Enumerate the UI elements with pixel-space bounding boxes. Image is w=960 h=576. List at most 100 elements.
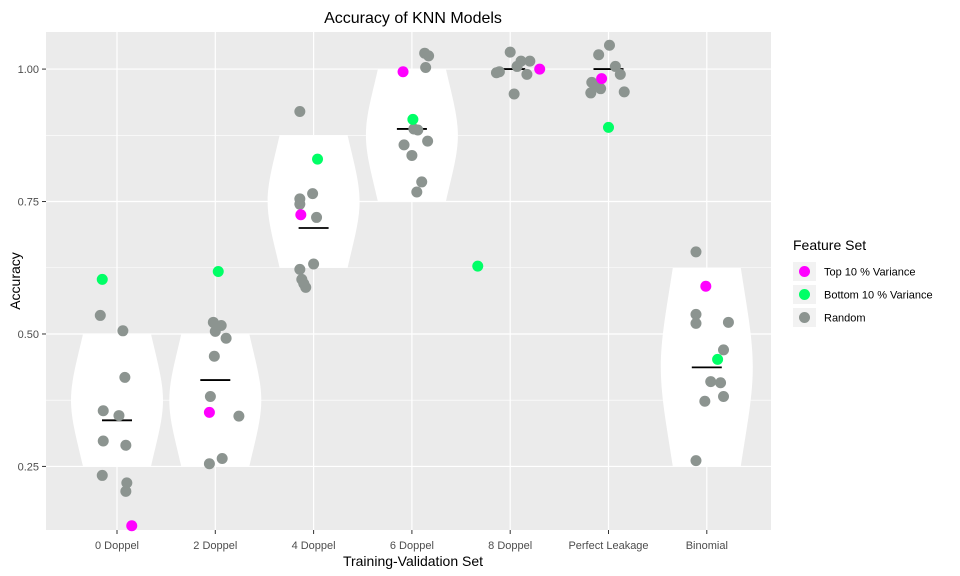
data-point [699,395,711,407]
violin-shape [71,333,163,467]
data-point [96,273,108,285]
x-tick-label: 0 Doppel [95,540,139,552]
data-point [722,316,734,328]
data-point [700,280,712,292]
legend-label: Random [824,313,866,325]
data-point [422,135,434,147]
legend-label: Bottom 10 % Variance [824,290,933,302]
data-point [511,60,523,72]
x-axis-title: Training-Validation Set [343,553,483,569]
x-tick-label: 6 Doppel [390,540,434,552]
data-point [398,139,410,151]
legend-label: Top 10 % Variance [824,267,916,279]
y-axis: 0.25 0.50 0.75 1.00 [18,64,46,473]
data-point [412,124,424,136]
data-point [521,68,533,80]
data-point [215,320,227,332]
data-point [596,73,608,85]
legend-key [799,289,810,300]
data-point [593,49,605,61]
data-point [603,39,615,51]
chart-title: Accuracy of KNN Models [324,10,502,27]
legend-items: Top 10 % Variance Bottom 10 % Variance Ran… [793,262,933,327]
data-point [493,66,505,78]
data-point [690,246,702,258]
data-point [618,86,630,98]
data-point [715,377,727,389]
violin-shape [267,135,360,268]
data-point [220,332,232,344]
data-point [712,353,724,365]
data-point [294,198,306,210]
data-point [595,83,607,95]
data-point [411,186,423,198]
x-tick-label: Binomial [686,540,728,552]
data-point [524,55,536,67]
data-point [203,406,215,418]
data-point [690,308,702,320]
data-point [718,390,730,402]
x-tick-label: Perfect Leakage [568,540,648,552]
data-point [294,263,306,275]
data-point [508,88,520,100]
x-tick-label: 4 Doppel [292,540,336,552]
data-point [609,60,621,72]
data-point [216,452,228,464]
data-point [307,188,319,200]
data-point [718,344,730,356]
y-tick-label: 0.25 [18,461,39,473]
data-point [311,211,323,223]
data-point [407,113,419,125]
legend-title: Feature Set [793,237,866,253]
x-tick-label: 8 Doppel [488,540,532,552]
data-point [308,258,320,270]
data-point [204,390,216,402]
legend-key [799,312,810,323]
data-point [423,50,435,62]
data-point [97,405,109,417]
data-point [119,371,131,383]
data-point [416,176,428,188]
data-points [94,39,734,532]
x-axis: 0 Doppel 2 Doppel 4 Doppel 6 Doppel 8 Doppel… [95,530,728,552]
data-point [121,477,133,489]
data-point [233,410,245,422]
legend: Feature Set Top 10 % Variance Bottom 10 %… [793,237,933,327]
violin-shape [365,69,458,202]
data-point [420,61,432,73]
data-point [126,520,138,532]
data-point [705,376,717,388]
y-tick-label: 0.75 [18,197,39,209]
data-point [504,46,516,58]
data-point [472,260,484,272]
data-point [397,66,409,78]
data-point [300,281,312,293]
data-point [203,458,215,470]
legend-key [799,266,810,277]
data-point [120,439,132,451]
data-point [690,317,702,329]
data-point [117,325,129,337]
data-point [113,410,125,422]
data-point [212,265,224,277]
data-point [312,153,324,165]
data-point [406,149,418,161]
data-point [295,209,307,221]
data-point [534,63,546,75]
data-point [614,68,626,80]
data-point [94,309,106,321]
data-point [120,485,132,497]
data-point [208,350,220,362]
data-point [603,121,614,133]
data-point [690,455,702,467]
y-tick-label: 1.00 [18,64,39,76]
x-tick-label: 2 Doppel [193,540,237,552]
y-tick-label: 0.50 [18,329,39,341]
data-point [585,87,597,99]
data-point [294,105,306,117]
y-axis-title: Accuracy [7,252,23,310]
data-point [96,469,108,481]
data-point [97,435,109,447]
violin-shape [169,333,262,467]
